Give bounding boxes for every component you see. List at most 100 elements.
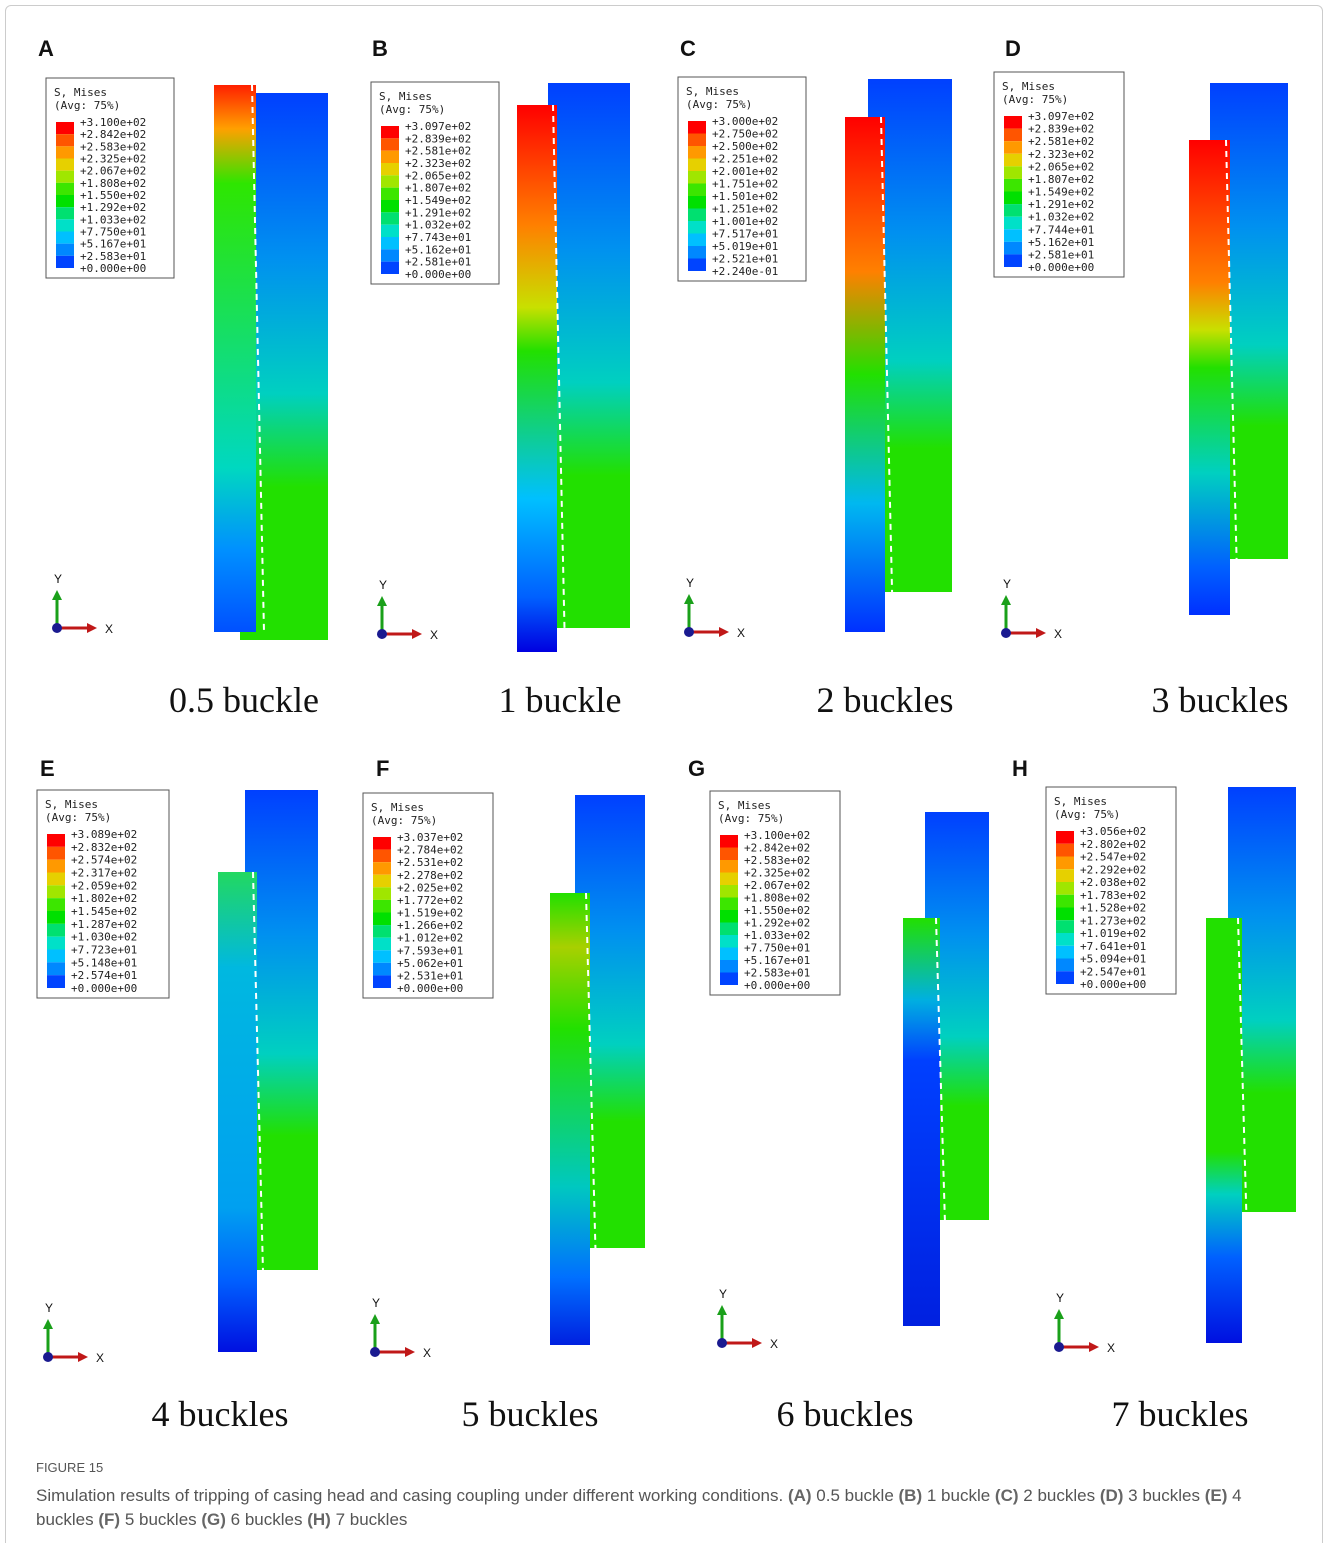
caption-text: 6 buckles — [230, 1510, 303, 1529]
legend-value: +2.067e+02 — [744, 879, 810, 892]
legend-swatch — [1056, 882, 1074, 895]
legend-value: +2.842e+02 — [744, 842, 810, 855]
legend-swatch — [47, 936, 65, 950]
legend-value: +1.030e+02 — [71, 931, 137, 944]
legend-swatch — [373, 874, 391, 888]
legend-swatch — [56, 219, 74, 232]
legend-value: +1.528e+02 — [1080, 902, 1146, 915]
legend-value: +5.148e+01 — [71, 956, 137, 969]
legend-value: +2.574e+02 — [71, 854, 137, 867]
arrowhead — [719, 627, 729, 637]
legend-value: +3.100e+02 — [744, 829, 810, 842]
panel-letter: B — [372, 36, 388, 61]
legend-value: +3.056e+02 — [1080, 825, 1146, 838]
legend-value: +2.325e+02 — [80, 153, 146, 166]
legend-swatch — [688, 208, 706, 221]
legend-value: +2.842e+02 — [80, 128, 146, 141]
thread — [880, 116, 894, 633]
legend-swatch — [720, 860, 738, 873]
legend-swatch — [1056, 958, 1074, 972]
legend-value: +1.751e+02 — [712, 178, 778, 191]
origin — [370, 1347, 380, 1357]
legend-value: +0.000e+00 — [405, 268, 471, 281]
axis-x-label: X — [430, 628, 438, 642]
panel-letter: D — [1005, 36, 1021, 61]
legend-swatch — [47, 911, 65, 924]
axis-x-label: X — [737, 626, 745, 640]
legend-value: +1.287e+02 — [71, 918, 137, 931]
legend-swatch — [47, 846, 65, 860]
legend-value: +1.012e+02 — [397, 932, 463, 945]
legend-value: +2.067e+02 — [80, 165, 146, 178]
legend-swatch — [373, 925, 391, 938]
legend-value: +7.641e+01 — [1080, 940, 1146, 953]
frame — [5, 5, 1323, 1543]
legend-value: +1.001e+02 — [712, 215, 778, 228]
thread — [585, 892, 599, 1346]
legend-swatch — [688, 171, 706, 184]
panel-caption: 6 buckles — [777, 1394, 914, 1434]
legend-avg: (Avg: 75%) — [371, 814, 437, 827]
legend-value: +1.292e+02 — [80, 201, 146, 214]
legend-swatch — [381, 150, 399, 163]
legend-value: +5.062e+01 — [397, 957, 463, 970]
legend-value: +5.162e+01 — [405, 243, 471, 256]
thread — [552, 104, 566, 653]
caption-letter: (C) — [994, 1486, 1019, 1505]
legend-swatch — [56, 146, 74, 159]
casing-head — [218, 872, 257, 1352]
legend-swatch — [720, 972, 738, 985]
legend-swatch — [381, 261, 399, 274]
legend-value: +2.325e+02 — [744, 867, 810, 880]
legend-value: +0.000e+00 — [80, 262, 146, 275]
legend-swatch — [373, 849, 391, 863]
arrowhead — [717, 1305, 727, 1315]
caption-text: 1 buckle — [926, 1486, 991, 1505]
legend-value: +3.097e+02 — [405, 120, 471, 133]
legend-value: +0.000e+00 — [397, 982, 463, 995]
legend-value: +2.784e+02 — [397, 844, 463, 857]
arrowhead — [405, 1347, 415, 1357]
origin — [377, 629, 387, 639]
legend-value: +2.547e+01 — [1080, 965, 1146, 978]
legend-swatch — [47, 885, 65, 899]
legend-value: +1.032e+02 — [1028, 211, 1094, 224]
legend-value: +2.531e+01 — [397, 969, 463, 982]
legend-value: +1.807e+02 — [405, 182, 471, 195]
legend-swatch — [47, 898, 65, 911]
arrowhead — [412, 629, 422, 639]
legend-swatch — [1004, 216, 1022, 230]
legend-swatch — [47, 975, 65, 988]
figure-label: FIGURE 15 — [36, 1460, 104, 1475]
legend-swatch — [1056, 907, 1074, 921]
casing-block — [548, 83, 630, 628]
legend-value: +2.323e+02 — [405, 157, 471, 170]
legend-swatch — [720, 947, 738, 960]
arrowhead — [1089, 1342, 1099, 1352]
legend-value: +3.097e+02 — [1028, 110, 1094, 123]
legend-swatch — [1056, 831, 1074, 844]
legend-value: +7.593e+01 — [397, 944, 463, 957]
legend-swatch — [1004, 153, 1022, 167]
legend-swatch — [381, 138, 399, 151]
legend-value: +2.574e+01 — [71, 969, 137, 982]
legend-swatch — [47, 834, 65, 847]
legend-swatch — [373, 950, 391, 963]
legend-swatch — [1004, 229, 1022, 242]
caption-letter: (F) — [98, 1510, 121, 1529]
caption-text: 4 buckles — [36, 1486, 1242, 1529]
legend-swatch — [1056, 856, 1074, 870]
legend-value: +1.291e+02 — [1028, 198, 1094, 211]
arrowhead — [752, 1338, 762, 1348]
legend-avg: (Avg: 75%) — [686, 98, 752, 111]
caption-text: 3 buckles — [1128, 1486, 1200, 1505]
origin — [1001, 628, 1011, 638]
origin — [52, 623, 62, 633]
legend-swatch — [1056, 894, 1074, 908]
legend-value: +2.240e-01 — [712, 265, 778, 278]
legend-swatch — [56, 243, 74, 256]
legend-swatch — [720, 885, 738, 898]
panel-caption: 0.5 buckle — [169, 680, 319, 720]
legend-swatch — [373, 862, 391, 875]
legend-value: +2.025e+02 — [397, 881, 463, 894]
